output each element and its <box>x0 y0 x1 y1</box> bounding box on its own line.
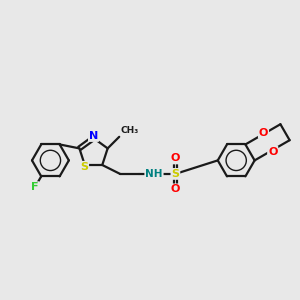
Text: O: O <box>259 128 268 138</box>
Text: O: O <box>268 147 278 157</box>
Text: S: S <box>80 162 88 172</box>
Text: S: S <box>171 169 179 179</box>
Text: NH: NH <box>145 169 163 179</box>
Text: F: F <box>31 182 39 192</box>
Text: N: N <box>89 131 98 141</box>
Text: O: O <box>171 184 180 194</box>
Text: O: O <box>171 154 180 164</box>
Text: CH₃: CH₃ <box>120 126 138 135</box>
